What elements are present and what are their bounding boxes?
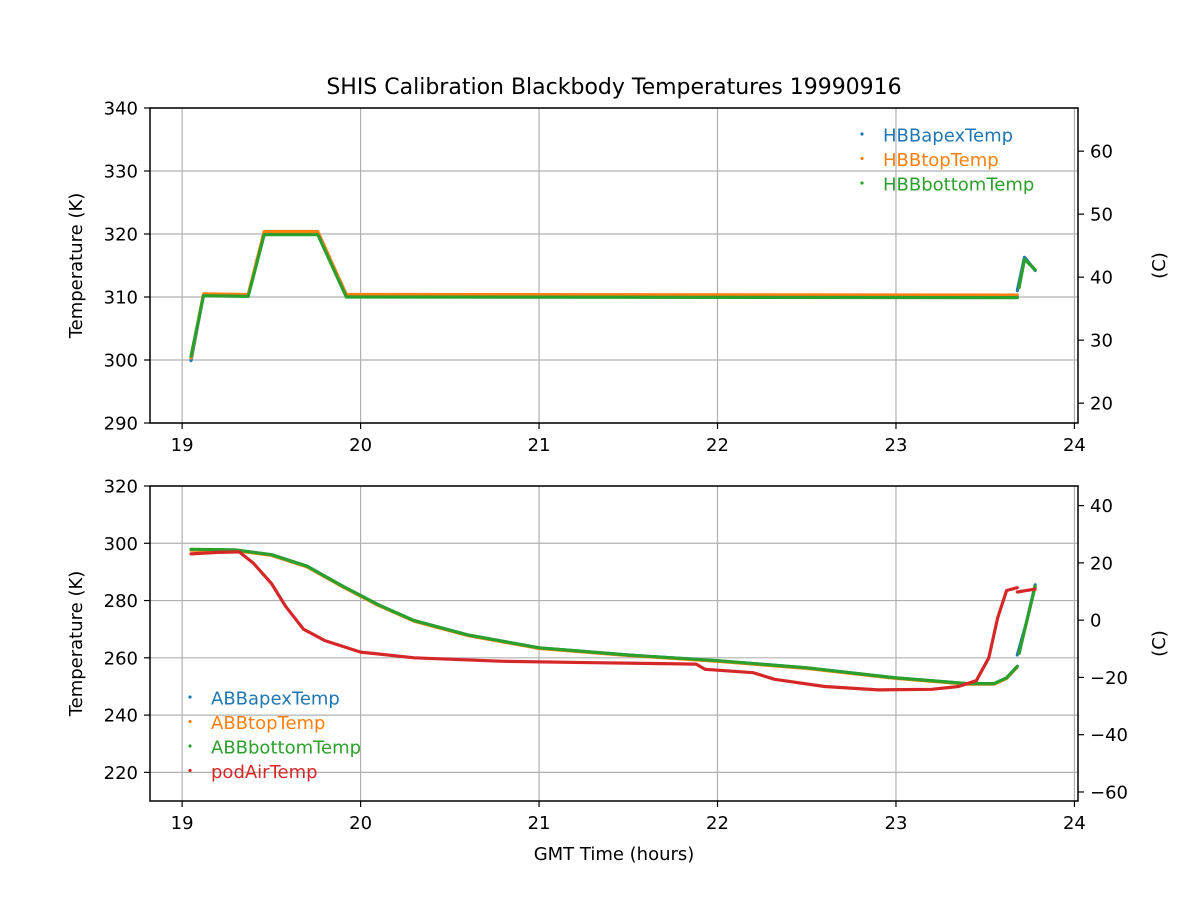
legend-label-ABBbottomTemp: ABBbottomTemp — [211, 738, 361, 759]
y-tick-label: 310 — [104, 288, 138, 309]
y-right-tick-label: 20 — [1090, 553, 1113, 574]
y-axis-right: 20 30 40 50 60 — [1078, 142, 1113, 415]
series-line-podAirTemp — [1015, 587, 1037, 594]
legend-label-ABBapexTemp: ABBapexTemp — [211, 689, 340, 710]
legend-marker-podAirTemp — [188, 768, 192, 773]
series-line-HBBtopTemp — [189, 229, 1019, 360]
plot-frame — [149, 107, 1079, 424]
y-tick-label: 280 — [104, 591, 138, 612]
legend-label-HBBtopTemp: HBBtopTemp — [883, 150, 999, 171]
y-right-tick-label: 20 — [1090, 394, 1113, 415]
legend: HBBapexTemp HBBtopTemp HBBbottomTemp — [860, 126, 1034, 196]
x-tick-label: 23 — [885, 435, 908, 456]
x-axis-label: GMT Time (hours) — [534, 844, 695, 865]
legend-marker-ABBapexTemp — [188, 695, 192, 699]
y-axis-label: Temperature (K) — [66, 571, 87, 718]
bottom-panel: 19 20 21 22 23 24 220 240 260 280 300 320 −60 −40 −20 0… — [66, 477, 1170, 866]
y-tick-label: 320 — [104, 225, 138, 246]
series-line-ABBbottomTemp — [1017, 584, 1037, 656]
series-line-podAirTemp — [189, 550, 1019, 692]
x-tick-label: 21 — [528, 813, 551, 834]
x-tick-label: 24 — [1063, 813, 1086, 834]
y-right-tick-label: −20 — [1090, 668, 1128, 689]
x-tick-label: 20 — [349, 813, 372, 834]
legend-label-HBBbottomTemp: HBBbottomTemp — [883, 175, 1034, 196]
y-axis-right: −60 −40 −20 0 20 40 — [1078, 496, 1128, 803]
y-axis-left: 220 240 260 280 300 320 — [104, 477, 150, 784]
series-HBBtopTemp — [189, 229, 1019, 360]
legend-label-ABBtopTemp: ABBtopTemp — [211, 713, 325, 734]
y-axis-right-label: (C) — [1149, 630, 1170, 657]
y-right-tick-label: 50 — [1090, 205, 1113, 226]
y-right-tick-label: 40 — [1090, 268, 1113, 289]
legend-marker-ABBbottomTemp — [188, 744, 192, 748]
series-HBBbottomTemp — [189, 233, 1037, 358]
y-axis-left: 290 300 310 320 330 340 — [104, 99, 150, 435]
y-tick-label: 320 — [104, 477, 138, 498]
x-tick-label: 19 — [171, 435, 194, 456]
x-tick-label: 21 — [528, 435, 551, 456]
series-ABBbottomTemp — [189, 547, 1037, 686]
y-tick-label: 340 — [104, 99, 138, 120]
plot-area — [189, 547, 1037, 692]
x-tick-label: 24 — [1063, 435, 1086, 456]
legend-label-HBBapexTemp: HBBapexTemp — [883, 126, 1013, 147]
x-tick-label: 20 — [349, 435, 372, 456]
x-tick-label: 19 — [171, 813, 194, 834]
y-tick-label: 220 — [104, 763, 138, 784]
y-tick-label: 330 — [104, 162, 138, 183]
legend-marker-ABBtopTemp — [188, 719, 192, 724]
plot-area — [189, 229, 1037, 363]
x-axis: 19 20 21 22 23 24 — [171, 423, 1086, 456]
x-tick-label: 23 — [885, 813, 908, 834]
y-tick-label: 260 — [104, 648, 138, 669]
chart-title: SHIS Calibration Blackbody Temperatures … — [326, 75, 901, 100]
y-right-tick-label: −60 — [1090, 782, 1128, 803]
x-tick-label: 22 — [706, 813, 729, 834]
top-panel: 19 20 21 22 23 24 290 300 310 320 330 340 20 30 40 50 60… — [66, 99, 1170, 457]
legend-marker-HBBtopTemp — [860, 156, 864, 161]
series-line-ABBbottomTemp — [189, 547, 1019, 686]
y-axis-right-label: (C) — [1149, 252, 1170, 279]
series-podAirTemp — [189, 550, 1037, 692]
series-line-HBBbottomTemp — [189, 233, 1019, 358]
x-axis: 19 20 21 22 23 24 — [171, 801, 1086, 834]
y-right-tick-label: 60 — [1090, 142, 1113, 163]
y-tick-label: 290 — [104, 414, 138, 435]
plot-frame — [149, 485, 1079, 802]
legend-marker-HBBapexTemp — [860, 132, 864, 136]
x-tick-label: 22 — [706, 435, 729, 456]
series-line-HBBbottomTemp — [1017, 257, 1037, 290]
y-tick-label: 300 — [104, 351, 138, 372]
legend-label-podAirTemp: podAirTemp — [211, 762, 318, 783]
y-right-tick-label: 40 — [1090, 496, 1113, 517]
y-tick-label: 300 — [104, 534, 138, 555]
y-tick-label: 240 — [104, 706, 138, 727]
legend: ABBapexTemp ABBtopTemp ABBbottomTemp podAir… — [188, 689, 361, 783]
legend-marker-HBBbottomTemp — [860, 181, 864, 185]
y-right-tick-label: 30 — [1090, 331, 1113, 352]
y-axis-label: Temperature (K) — [66, 193, 87, 340]
y-right-tick-label: 0 — [1090, 611, 1101, 632]
y-right-tick-label: −40 — [1090, 725, 1128, 746]
